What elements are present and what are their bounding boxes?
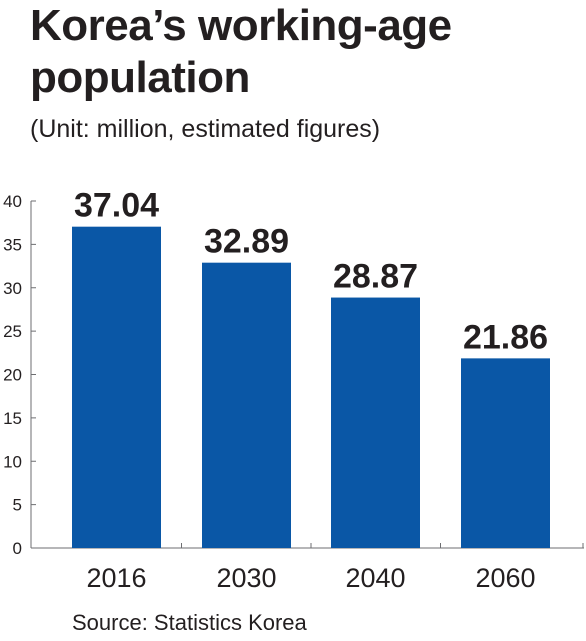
bar-2040 xyxy=(331,297,420,548)
value-label-2060: 21.86 xyxy=(463,318,548,356)
value-label-2040: 28.87 xyxy=(333,258,418,296)
chart-subtitle: (Unit: million, estimated figures) xyxy=(30,115,381,143)
y-tick-label: 35 xyxy=(3,235,22,254)
bar-2016 xyxy=(72,226,161,549)
labels-layer: 37.04 2016 32.89 2030 28.87 2040 21.86 2060 xyxy=(74,187,548,593)
bar-2030 xyxy=(202,262,291,548)
category-label-2040: 2040 xyxy=(345,563,405,593)
y-tick-label: 30 xyxy=(3,279,22,298)
value-label-2030: 32.89 xyxy=(204,223,289,261)
y-tick-label: 10 xyxy=(3,452,22,471)
y-tick-label: 40 xyxy=(3,192,22,211)
value-label-2016: 37.04 xyxy=(74,187,159,225)
bar-2060 xyxy=(461,358,550,548)
y-tick-label: 20 xyxy=(3,366,22,385)
chart-title: Korea’s working-age population xyxy=(30,1,452,102)
y-tick-label: 25 xyxy=(3,322,22,341)
category-label-2060: 2060 xyxy=(475,563,535,593)
y-tick-label: 5 xyxy=(13,496,22,515)
bars-layer xyxy=(72,226,550,549)
y-tick-label: 0 xyxy=(13,539,22,558)
source-note: Source: Statistics Korea xyxy=(72,610,307,635)
category-label-2016: 2016 xyxy=(86,563,146,593)
category-label-2030: 2030 xyxy=(216,563,276,593)
y-tick-label: 15 xyxy=(3,409,22,428)
